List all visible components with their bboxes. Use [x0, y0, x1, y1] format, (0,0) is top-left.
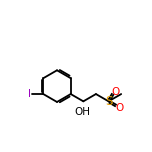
Text: I: I [28, 89, 31, 99]
Text: OH: OH [74, 107, 90, 117]
Text: O: O [115, 103, 123, 113]
Text: S: S [105, 95, 112, 108]
Text: O: O [111, 87, 119, 97]
